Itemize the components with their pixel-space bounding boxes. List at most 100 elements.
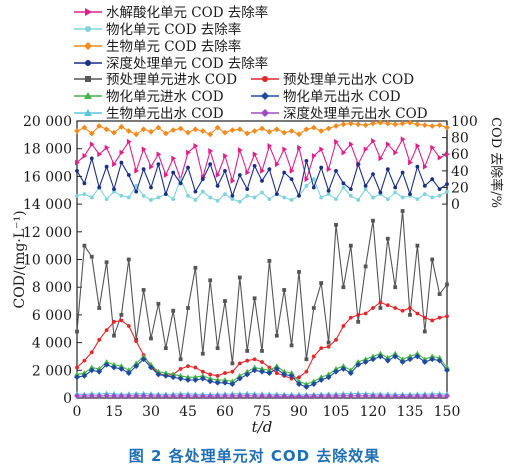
data-point <box>445 182 449 187</box>
x-axis-label: t/d <box>252 418 273 436</box>
data-point <box>392 121 399 128</box>
data-point <box>171 170 176 175</box>
data-point <box>186 306 190 310</box>
data-point <box>126 138 132 145</box>
data-point <box>156 151 162 158</box>
data-point <box>252 163 257 168</box>
data-point <box>85 26 91 32</box>
legend-label: 物化单元出水 COD <box>283 89 401 105</box>
data-point <box>304 183 309 188</box>
data-point <box>311 177 316 182</box>
data-point <box>82 153 88 159</box>
data-point <box>75 168 79 173</box>
data-point <box>356 313 361 317</box>
data-point <box>429 353 436 359</box>
data-point <box>85 8 92 16</box>
data-point <box>377 350 384 356</box>
data-point <box>445 151 450 158</box>
data-point <box>355 392 362 399</box>
data-point <box>436 393 443 399</box>
data-point <box>260 190 264 195</box>
data-point <box>208 278 213 283</box>
data-point <box>422 329 427 334</box>
y2-tick-label: 60 <box>451 147 469 163</box>
data-point <box>341 181 346 186</box>
data-point <box>297 193 301 198</box>
data-point <box>237 199 242 204</box>
data-point <box>415 197 420 202</box>
data-point <box>112 333 116 338</box>
data-point <box>399 120 406 127</box>
data-point <box>296 393 302 400</box>
data-point <box>214 393 221 399</box>
data-point <box>162 372 169 379</box>
data-point <box>297 144 302 151</box>
data-point <box>97 337 102 342</box>
data-point <box>223 299 227 303</box>
data-point <box>334 168 338 173</box>
series-line <box>76 210 448 364</box>
data-point <box>230 361 235 366</box>
data-point <box>429 393 436 399</box>
data-point <box>274 161 280 168</box>
data-point <box>303 126 310 133</box>
data-point <box>133 393 140 399</box>
data-point <box>437 315 442 320</box>
legend-label: 物化单元 COD 去除率 <box>106 21 241 38</box>
data-point <box>89 350 94 355</box>
data-point <box>444 367 450 374</box>
data-point <box>319 146 325 153</box>
y-tick-label: 2 000 <box>32 363 72 379</box>
data-point <box>192 377 199 383</box>
data-point <box>163 192 168 197</box>
data-point <box>112 161 117 168</box>
data-point <box>421 122 428 129</box>
data-point <box>186 165 190 170</box>
data-point <box>274 192 279 197</box>
data-point <box>400 209 405 213</box>
data-point <box>311 306 316 310</box>
data-point <box>178 357 183 362</box>
data-point <box>399 359 406 365</box>
data-point <box>348 193 353 198</box>
data-point <box>229 127 236 134</box>
data-point <box>193 198 198 202</box>
data-point <box>111 393 117 399</box>
legend-item: 物化单元出水 COD <box>251 89 401 105</box>
data-point <box>378 155 384 162</box>
data-point <box>133 131 140 138</box>
data-point <box>141 146 147 153</box>
data-point <box>156 162 161 167</box>
x-tick-label: 120 <box>360 404 387 420</box>
data-point <box>392 353 399 360</box>
data-point <box>125 393 132 399</box>
data-point <box>111 129 117 136</box>
data-point <box>192 374 199 380</box>
data-point <box>186 149 191 156</box>
data-point <box>81 372 88 379</box>
data-point <box>400 136 406 143</box>
data-point <box>399 393 406 400</box>
data-point <box>266 370 273 376</box>
data-point <box>274 371 279 375</box>
data-point <box>400 308 405 313</box>
data-point <box>199 372 206 378</box>
data-point <box>149 185 153 190</box>
data-point <box>288 370 295 375</box>
legend-label: 生物单元出水 COD <box>106 106 224 122</box>
data-point <box>134 167 140 174</box>
data-point <box>266 128 273 135</box>
data-point <box>82 192 87 197</box>
data-point <box>81 393 88 399</box>
x-tick-label: 30 <box>142 404 160 420</box>
data-point <box>444 393 450 399</box>
data-point <box>304 176 310 183</box>
data-point <box>251 364 258 370</box>
data-point <box>347 392 354 399</box>
data-point <box>84 92 92 99</box>
data-point <box>170 371 177 377</box>
data-point <box>385 303 390 308</box>
data-point <box>119 318 124 323</box>
data-point <box>311 153 317 159</box>
